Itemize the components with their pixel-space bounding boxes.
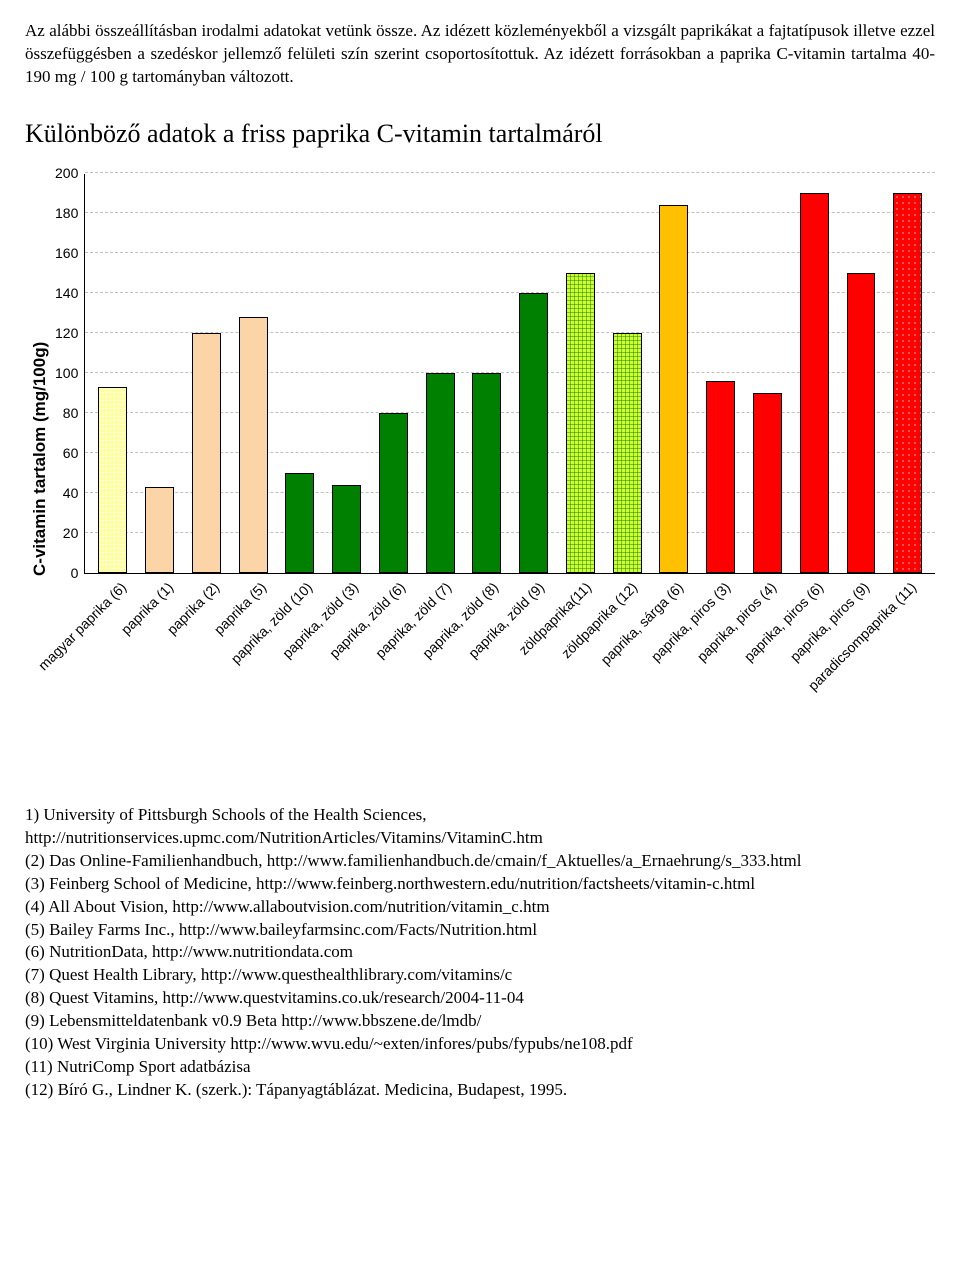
bar-column xyxy=(89,174,136,573)
bar-column xyxy=(744,174,791,573)
bar xyxy=(426,373,455,573)
bar xyxy=(566,273,595,573)
reference-line: (4) All About Vision, http://www.allabou… xyxy=(25,896,935,919)
bar-column xyxy=(323,174,370,573)
bar-column xyxy=(838,174,885,573)
bar xyxy=(239,317,268,573)
x-axis-labels: magyar paprika (6)paprika (1)paprika (2)… xyxy=(91,574,935,744)
intro-paragraph: Az alábbi összeállításban irodalmi adato… xyxy=(25,20,935,89)
bar-column xyxy=(557,174,604,573)
bar xyxy=(519,293,548,573)
reference-line: (12) Bíró G., Lindner K. (szerk.): Tápan… xyxy=(25,1079,935,1102)
reference-line: (9) Lebensmitteldatenbank v0.9 Beta http… xyxy=(25,1010,935,1033)
references-list: 1) University of Pittsburgh Schools of t… xyxy=(25,804,935,1102)
bar-column xyxy=(791,174,838,573)
bar xyxy=(145,487,174,573)
reference-line: (11) NutriComp Sport adatbázisa xyxy=(25,1056,935,1079)
bar-column xyxy=(276,174,323,573)
bar-column xyxy=(230,174,277,573)
plot-area xyxy=(84,174,935,574)
bar-column xyxy=(136,174,183,573)
bar-column xyxy=(370,174,417,573)
y-axis-ticks: 200180160140120100806040200 xyxy=(55,174,84,574)
reference-line: (6) NutritionData, http://www.nutritiond… xyxy=(25,941,935,964)
bar xyxy=(98,387,127,573)
bar-column xyxy=(510,174,557,573)
bar xyxy=(613,333,642,573)
bar-column xyxy=(417,174,464,573)
bar xyxy=(332,485,361,573)
bar xyxy=(753,393,782,573)
reference-line: (7) Quest Health Library, http://www.que… xyxy=(25,964,935,987)
bar xyxy=(893,193,922,573)
reference-line: (3) Feinberg School of Medicine, http://… xyxy=(25,873,935,896)
bar-column xyxy=(183,174,230,573)
bar-column xyxy=(884,174,931,573)
bar-column xyxy=(604,174,651,573)
chart-title: Különböző adatok a friss paprika C-vitam… xyxy=(25,119,935,149)
reference-line: 1) University of Pittsburgh Schools of t… xyxy=(25,804,935,850)
chart-container: C-vitamin tartalom (mg/100g) 20018016014… xyxy=(25,174,935,744)
reference-line: (10) West Virginia University http://www… xyxy=(25,1033,935,1056)
bar xyxy=(800,193,829,573)
bar xyxy=(706,381,735,573)
bar xyxy=(379,413,408,573)
reference-line: (5) Bailey Farms Inc., http://www.bailey… xyxy=(25,919,935,942)
gridline xyxy=(85,172,935,173)
bar-column xyxy=(697,174,744,573)
reference-line: (2) Das Online-Familienhandbuch, http://… xyxy=(25,850,935,873)
reference-line: (8) Quest Vitamins, http://www.questvita… xyxy=(25,987,935,1010)
bar xyxy=(192,333,221,573)
bar xyxy=(659,205,688,573)
bar xyxy=(285,473,314,573)
bar-column xyxy=(651,174,698,573)
bar-column xyxy=(463,174,510,573)
bar xyxy=(847,273,876,573)
bar xyxy=(472,373,501,573)
